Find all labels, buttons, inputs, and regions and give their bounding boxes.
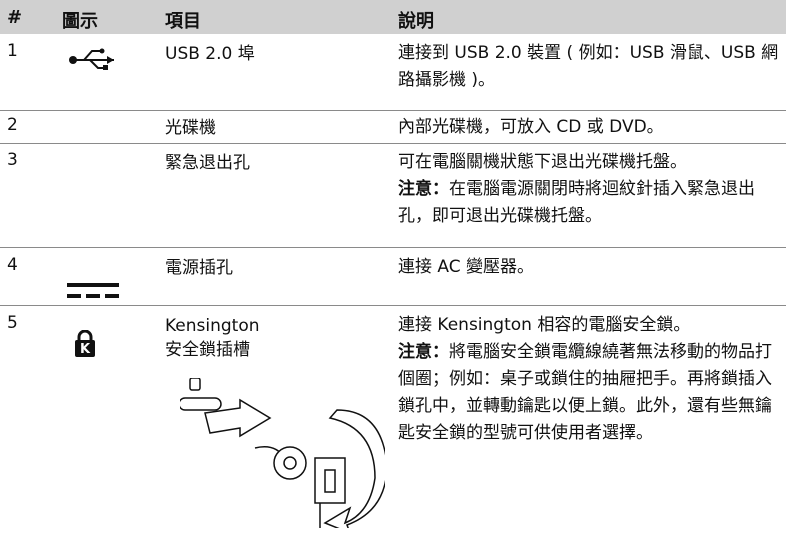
header-row — [0, 0, 786, 34]
row-number: 3 — [7, 150, 18, 170]
note-text: 在電腦電源關閉時將迴紋針插入緊急退出孔，即可退出光碟機托盤。 — [398, 179, 755, 226]
kensington-icon: K — [75, 330, 95, 357]
description-text: 連接 AC 變壓器。 — [398, 257, 535, 277]
row-number: 2 — [7, 115, 18, 135]
item-line: USB 2.0 埠 — [165, 44, 255, 64]
item-name: Kensington 安全鎖插槽 — [165, 314, 260, 362]
svg-text:K: K — [80, 342, 91, 357]
item-name: 電源插孔 — [165, 256, 233, 280]
description: 可在電腦關機狀態下退出光碟機托盤。 注意：在電腦電源關閉時將迴紋針插入緊急退出孔，… — [398, 149, 786, 230]
usb-icon — [69, 48, 114, 70]
row-divider — [0, 305, 786, 306]
item-line: Kensington — [165, 316, 260, 336]
item-line: 安全鎖插槽 — [165, 340, 250, 360]
header-cell: 說明 — [398, 11, 434, 32]
row-divider — [0, 247, 786, 248]
item-line: 光碟機 — [165, 118, 216, 138]
item-name: 光碟機 — [165, 116, 216, 140]
item-line: 緊急退出孔 — [165, 153, 250, 173]
note-label: 注意： — [398, 179, 449, 199]
lock-illustration — [180, 378, 385, 528]
description-text: 連接 Kensington 相容的電腦安全鎖。 — [398, 315, 691, 335]
description: 連接到 USB 2.0 裝置 ( 例如：USB 滑鼠、USB 網路攝影機 )。 — [398, 40, 786, 94]
description-text: 內部光碟機，可放入 CD 或 DVD。 — [398, 117, 664, 137]
description: 內部光碟機，可放入 CD 或 DVD。 — [398, 114, 786, 141]
description: 連接 AC 變壓器。 — [398, 254, 786, 281]
header-cell: # — [7, 7, 23, 28]
row-number: 1 — [7, 41, 18, 61]
row-number: 5 — [7, 313, 18, 333]
item-name: USB 2.0 埠 — [165, 42, 255, 66]
note-label: 注意： — [398, 342, 449, 362]
item-line: 電源插孔 — [165, 258, 233, 278]
row-divider — [0, 143, 786, 144]
dc-power-icon — [67, 283, 119, 298]
header-cell: 項目 — [165, 11, 201, 32]
description-text: 連接到 USB 2.0 裝置 ( 例如：USB 滑鼠、USB 網路攝影機 )。 — [398, 43, 779, 90]
description: 連接 Kensington 相容的電腦安全鎖。 注意：將電腦安全鎖電纜線繞著無法移… — [398, 312, 786, 447]
item-name: 緊急退出孔 — [165, 151, 250, 175]
description-text: 可在電腦關機狀態下退出光碟機托盤。 — [398, 152, 687, 172]
row-number: 4 — [7, 255, 18, 275]
header-cell: 圖示 — [62, 11, 98, 32]
note-text: 將電腦安全鎖電纜線繞著無法移動的物品打個圈；例如：桌子或鎖住的抽屜把手。再將鎖插… — [398, 342, 772, 443]
row-divider — [0, 110, 786, 111]
